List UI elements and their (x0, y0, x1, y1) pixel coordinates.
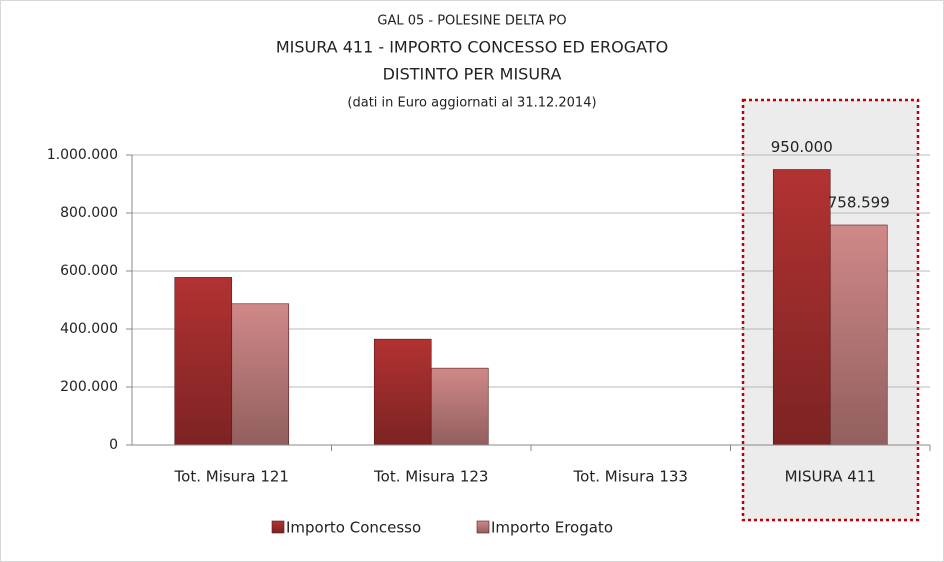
bar (231, 303, 290, 446)
chart-title: DISTINTO PER MISURA (383, 65, 562, 84)
bar (430, 367, 489, 446)
y-tick-label: 400.000 (60, 321, 118, 337)
y-tick-label: 800.000 (60, 205, 118, 221)
legend-label: Importo Concesso (286, 519, 421, 537)
y-tick-label: 600.000 (60, 263, 118, 279)
legend-swatch (271, 520, 285, 534)
y-tick-label: 0 (109, 437, 118, 453)
legend-swatch (476, 520, 490, 534)
x-tick-label: Tot. Misura 121 (174, 468, 289, 486)
x-tick-label: Tot. Misura 133 (573, 468, 688, 486)
data-label: 758.599 (828, 194, 890, 212)
bar (174, 277, 233, 446)
legend-label: Importo Erogato (491, 519, 613, 537)
bar (829, 224, 888, 446)
chart-title: GAL 05 - POLESINE DELTA PO (377, 14, 566, 29)
bar (373, 338, 432, 446)
bar (772, 169, 831, 446)
x-tick-label: MISURA 411 (785, 468, 876, 486)
y-tick-label: 200.000 (60, 379, 118, 395)
data-label: 950.000 (771, 138, 833, 156)
y-tick-label: 1.000.000 (47, 147, 118, 163)
x-tick-label: Tot. Misura 123 (373, 468, 488, 486)
chart-subtitle: (dati in Euro aggiornati al 31.12.2014) (347, 96, 596, 111)
chart-title: MISURA 411 - IMPORTO CONCESSO ED EROGATO (276, 38, 668, 57)
